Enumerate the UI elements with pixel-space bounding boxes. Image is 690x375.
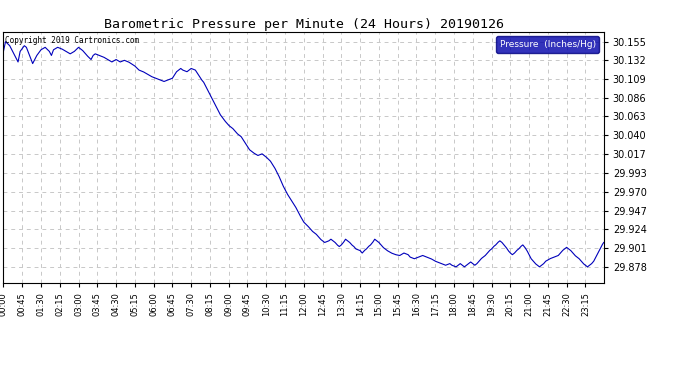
Text: Copyright 2019 Cartronics.com: Copyright 2019 Cartronics.com — [5, 36, 139, 45]
Title: Barometric Pressure per Minute (24 Hours) 20190126: Barometric Pressure per Minute (24 Hours… — [104, 18, 504, 31]
Legend: Pressure  (Inches/Hg): Pressure (Inches/Hg) — [496, 36, 599, 52]
